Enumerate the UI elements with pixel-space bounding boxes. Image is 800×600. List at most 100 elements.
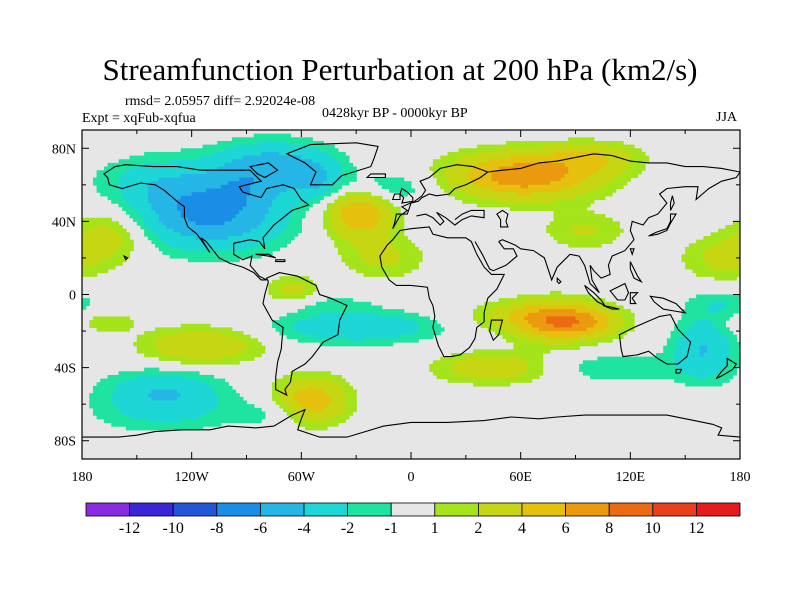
field-cell [312,159,339,164]
field-cell [118,188,149,193]
field-cell [103,418,149,424]
coast-caspian [496,209,509,228]
field-cell [144,331,178,336]
field-cell [103,257,127,263]
field-cell [253,181,324,186]
field-cell [147,188,207,193]
colorbar-label: -4 [297,520,310,537]
field-cell [663,345,679,350]
field-cell [593,225,620,230]
field-cell [82,217,112,222]
field-cell [92,181,120,186]
field-cell [553,210,595,215]
period-label: 0428kyr BP - 0000kyr BP [322,106,468,121]
field-cell [173,228,251,233]
field-cell [666,342,679,347]
field-cell [334,203,350,208]
field-cell [619,312,635,318]
field-cell [400,254,423,259]
coastlines [82,142,740,438]
field-cell [334,415,350,420]
field-cell [348,338,365,343]
field-cell [582,298,606,303]
field-cell [217,404,255,409]
field-cell [674,360,726,365]
field-cell [674,327,686,332]
field-cell [114,385,215,391]
y-tick-label: 40N [52,215,76,230]
field-cell [392,221,405,226]
field-cell [217,393,240,398]
field-cell [286,221,302,226]
coast-sakhalin [669,195,675,211]
field-cell [345,393,357,398]
field-cell [286,188,332,193]
field-cell [370,203,387,208]
contour-field [82,133,740,431]
field-cell [231,137,313,142]
field-cell [279,192,324,197]
field-cell [92,411,123,416]
field-cell [517,374,540,380]
x-tick-label: 120W [175,470,210,485]
field-cell [429,166,449,171]
field-cell [590,374,697,380]
field-cell [630,159,650,164]
field-cell [89,396,112,402]
field-cell [261,221,288,226]
field-cell [107,195,123,201]
field-cell [235,214,266,219]
field-cell [451,184,482,190]
field-cell [334,239,350,244]
field-cell [114,228,127,233]
field-cell [476,144,544,149]
field-cell [341,166,357,171]
colorbar-label: 10 [645,520,661,537]
field-cell [337,382,350,387]
field-cell [279,276,310,281]
field-cell [509,320,529,325]
experiment-label: Expt = xqFub-xqfua [82,111,196,126]
field-cell [597,356,675,361]
field-cell [334,243,354,248]
field-cell [345,221,379,226]
field-cell [82,265,87,270]
field-cell [122,206,134,212]
field-cell [122,243,134,248]
field-cell [546,228,573,233]
field-cell [685,305,708,310]
colorbar-swatch [434,502,479,517]
field-cell [348,265,419,270]
field-cell [144,151,215,157]
field-cell [129,214,142,219]
field-cell [502,327,522,332]
field-cell [294,323,419,328]
field-cell [462,155,511,160]
field-cell [319,184,335,190]
coast-tasmania [675,368,683,374]
field-cell [517,192,533,197]
field-cell [623,170,642,175]
field-cell [509,301,599,307]
field-cell [714,323,726,328]
field-cell [579,320,599,325]
field-cell [286,140,324,146]
field-cell [166,225,259,230]
field-cell [246,203,273,208]
field-cell [495,305,525,310]
colorbar-swatch [303,502,348,517]
field-cell [553,214,606,219]
field-cell [279,389,299,394]
field-cell [323,225,332,230]
field-cell [454,159,489,164]
field-cell [703,236,730,241]
field-cell [491,320,511,325]
field-cell [429,367,452,372]
field-cell [447,177,471,182]
field-cell [235,352,262,358]
field-cell [454,195,478,201]
field-cell [560,177,588,182]
field-cell [378,206,390,212]
field-cell [304,283,317,288]
field-cell [82,250,116,255]
